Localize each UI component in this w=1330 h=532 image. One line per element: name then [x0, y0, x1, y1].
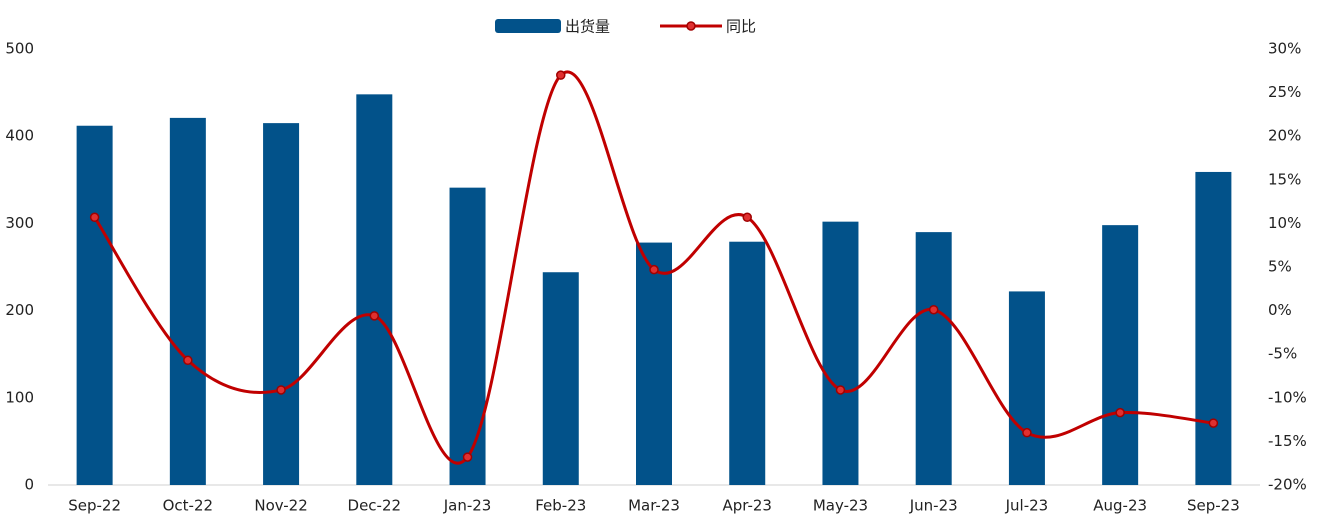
y-tick-label: 400	[5, 127, 34, 145]
y-tick-label: 200	[5, 301, 34, 319]
x-tick-label: Nov-22	[254, 497, 307, 515]
bar	[1008, 291, 1045, 485]
x-tick-label: Oct-22	[163, 497, 213, 515]
legend-label: 出货量	[565, 18, 610, 36]
y2-tick-label: -15%	[1268, 432, 1307, 450]
y-tick-label: 100	[5, 388, 34, 406]
y-tick-label: 0	[24, 476, 34, 494]
y2-tick-label: 0%	[1268, 301, 1292, 319]
y2-tick-label: -5%	[1268, 345, 1297, 363]
bar	[169, 117, 206, 485]
y2-tick-label: 25%	[1268, 83, 1301, 101]
line-marker	[649, 264, 659, 275]
line-marker	[835, 385, 846, 395]
y2-tick-label: 5%	[1268, 258, 1292, 276]
bar	[636, 242, 672, 485]
bar	[915, 232, 952, 485]
line-marker	[183, 355, 193, 366]
bar	[76, 125, 113, 486]
x-tick-label: Jun-23	[909, 497, 958, 515]
x-tick-label: May-23	[813, 497, 868, 515]
line-marker	[89, 212, 100, 223]
y2-tick-label: 20%	[1268, 127, 1301, 145]
bar	[1195, 171, 1232, 485]
y2-tick-label: 30%	[1268, 40, 1301, 58]
line-marker	[1022, 427, 1032, 438]
line-marker	[1115, 407, 1125, 418]
y2-tick-label: 10%	[1268, 214, 1301, 232]
x-tick-label: Dec-22	[348, 497, 402, 515]
legend-marker	[686, 21, 696, 31]
x-tick-label: Aug-23	[1093, 497, 1147, 515]
bar	[542, 272, 579, 485]
bar	[263, 123, 300, 486]
x-tick-label: Jul-23	[1005, 497, 1049, 515]
legend-label: 同比	[726, 18, 756, 36]
x-tick-label: Jan-23	[443, 497, 492, 515]
line-marker	[928, 304, 939, 315]
y2-tick-label: 15%	[1268, 170, 1301, 188]
line-marker	[556, 70, 566, 80]
x-tick-label: Feb-23	[535, 497, 586, 515]
line	[93, 70, 1214, 465]
y2-tick-label: -20%	[1268, 476, 1307, 494]
bar	[449, 187, 486, 485]
bar	[1102, 225, 1139, 486]
bar	[356, 94, 393, 486]
legend-swatch	[495, 19, 561, 33]
y-tick-label: 300	[5, 214, 34, 232]
bar	[729, 241, 766, 485]
x-tick-label: Sep-23	[1187, 497, 1240, 515]
bar	[822, 221, 859, 485]
x-tick-label: Mar-23	[628, 497, 680, 515]
line-marker	[276, 385, 286, 395]
line-marker	[462, 452, 473, 462]
y-tick-label: 500	[5, 40, 34, 58]
line-marker	[742, 212, 752, 223]
line-marker	[1208, 418, 1219, 428]
x-tick-label: Sep-22	[68, 497, 121, 515]
y2-tick-label: -10%	[1268, 388, 1307, 406]
line-marker	[369, 311, 380, 321]
x-tick-label: Apr-23	[722, 497, 772, 515]
